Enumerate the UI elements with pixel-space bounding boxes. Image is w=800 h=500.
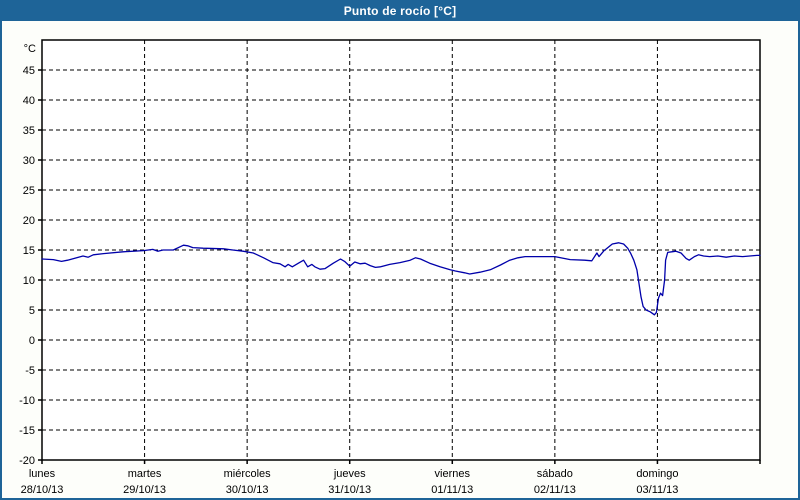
- y-tick-label: -20: [19, 455, 35, 467]
- chart-canvas: 45 40 35 30 25 20 15 10 5 0 -5 -10 -15 -20 °C lunes 28/1…: [2, 21, 798, 498]
- dew-point-line: [41, 242, 761, 316]
- y-tick-label: 15: [23, 245, 35, 257]
- y-tick-label: 0: [29, 335, 35, 347]
- dew-point-chart: 45 40 35 30 25 20 15 10 5 0 -5 -10 -15 -20 °C lunes 28/1…: [19, 39, 761, 496]
- x-day-label: sábado: [537, 468, 573, 480]
- x-day-label: miércoles: [224, 468, 272, 480]
- x-date-label: 01/11/13: [431, 484, 473, 496]
- y-axis-unit-label: °C: [24, 43, 36, 55]
- y-tick-label: 5: [29, 305, 35, 317]
- y-tick-label: -10: [19, 395, 35, 407]
- y-tick-label: 20: [23, 215, 35, 227]
- x-day-label: domingo: [636, 468, 678, 480]
- y-tick-label: -5: [25, 365, 35, 377]
- y-tick-label: 35: [23, 125, 35, 137]
- x-date-label: 30/10/13: [226, 484, 269, 496]
- y-tick-label: 30: [23, 155, 35, 167]
- y-tick-label: 10: [23, 275, 35, 287]
- x-date-label: 02/11/13: [534, 484, 576, 496]
- x-date-label: 28/10/13: [21, 484, 64, 496]
- x-date-label: 03/11/13: [636, 484, 678, 496]
- x-date-label: 29/10/13: [123, 484, 166, 496]
- x-day-label: jueves: [333, 468, 366, 480]
- x-date-label: 31/10/13: [328, 484, 371, 496]
- x-day-label: viernes: [435, 468, 471, 480]
- y-tick-label: 25: [23, 185, 35, 197]
- y-tick-label: 40: [23, 95, 35, 107]
- y-tick-label: -15: [19, 425, 35, 437]
- y-tick-label: 45: [23, 65, 35, 77]
- plot-frame: [41, 39, 761, 461]
- x-day-label: lunes: [29, 468, 56, 480]
- chart-title: Punto de rocío [°C]: [343, 3, 457, 18]
- x-day-label: martes: [128, 468, 162, 480]
- chart-title-bar: Punto de rocío [°C]: [2, 0, 798, 21]
